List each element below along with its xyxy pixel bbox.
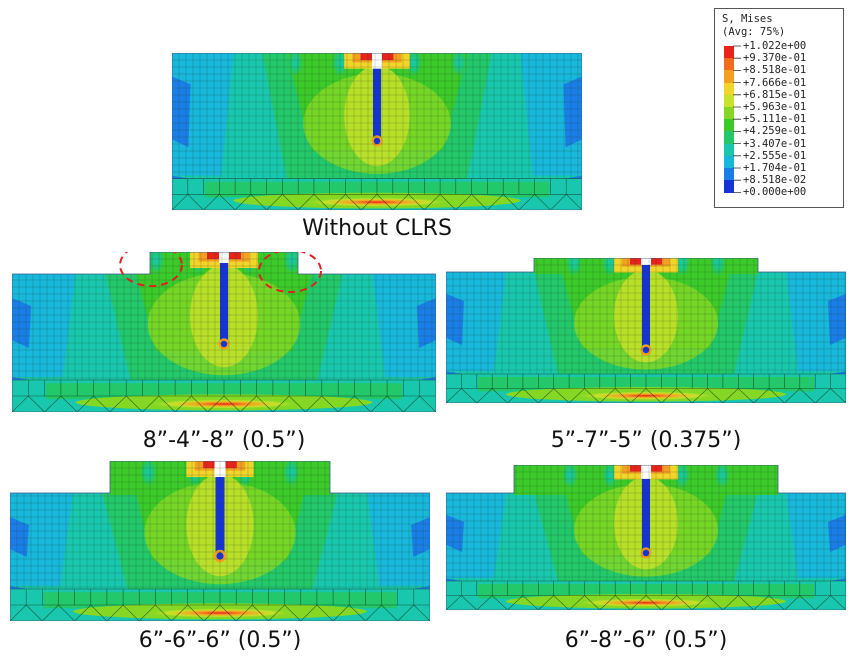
legend-value: +1.022e+00 [743, 40, 807, 52]
stress-contour-plot-5-7-5 [446, 258, 846, 403]
legend-swatch [724, 119, 734, 132]
legend-swatch [724, 155, 734, 169]
legend-swatch [724, 70, 734, 84]
legend-swatch [724, 180, 734, 193]
legend-value: +5.111e-01 [743, 113, 807, 126]
stress-contour-plot-baseline [172, 53, 582, 210]
highlight-ellipse [258, 252, 322, 293]
legend-value: +2.555e-01 [743, 149, 807, 162]
legend-value: +4.259e-01 [743, 125, 807, 138]
legend-value: +6.815e-01 [743, 88, 807, 101]
stress-contour-plot-6-6-6 [10, 461, 430, 621]
caption-5-7-5: 5”-7”-5” (0.375”) [550, 428, 742, 453]
highlight-ellipse [119, 252, 183, 287]
caption-8-4-8: 8”-4”-8” (0.5”) [142, 428, 306, 453]
legend-value: +8.518e-02 [743, 174, 807, 187]
caption-6-6-6: 6”-6”-6” (0.5”) [138, 628, 302, 653]
caption-6-8-6: 6”-8”-6” (0.5”) [564, 628, 728, 653]
contour-legend: S, Mises (Avg: 75%) +1.022e+00 +9.370e-01… [714, 8, 844, 208]
legend-value: +8.518e-01 [743, 64, 807, 77]
legend-swatch [724, 82, 734, 96]
legend-swatch [724, 46, 734, 59]
legend-value: +5.963e-01 [743, 101, 807, 113]
legend-swatch [724, 131, 734, 145]
stress-contour-plot-8-4-8 [12, 252, 436, 412]
legend-swatch [724, 107, 734, 120]
legend-value: +0.000e+00 [743, 186, 807, 199]
legend-swatch [724, 58, 734, 71]
legend-value: +9.370e-01 [743, 52, 807, 65]
legend-swatch [724, 94, 734, 108]
legend-value: +3.407e-01 [743, 137, 807, 150]
stress-contour-plot-6-8-6 [446, 465, 846, 610]
legend-swatch [724, 143, 734, 157]
legend-value: +1.704e-01 [743, 162, 807, 174]
caption-baseline: Without CLRS [302, 216, 452, 241]
legend-title: S, Mises [722, 13, 773, 25]
legend-value: +7.666e-01 [743, 76, 807, 89]
legend-swatch [724, 168, 734, 181]
legend-subtitle: (Avg: 75%) [722, 26, 786, 38]
